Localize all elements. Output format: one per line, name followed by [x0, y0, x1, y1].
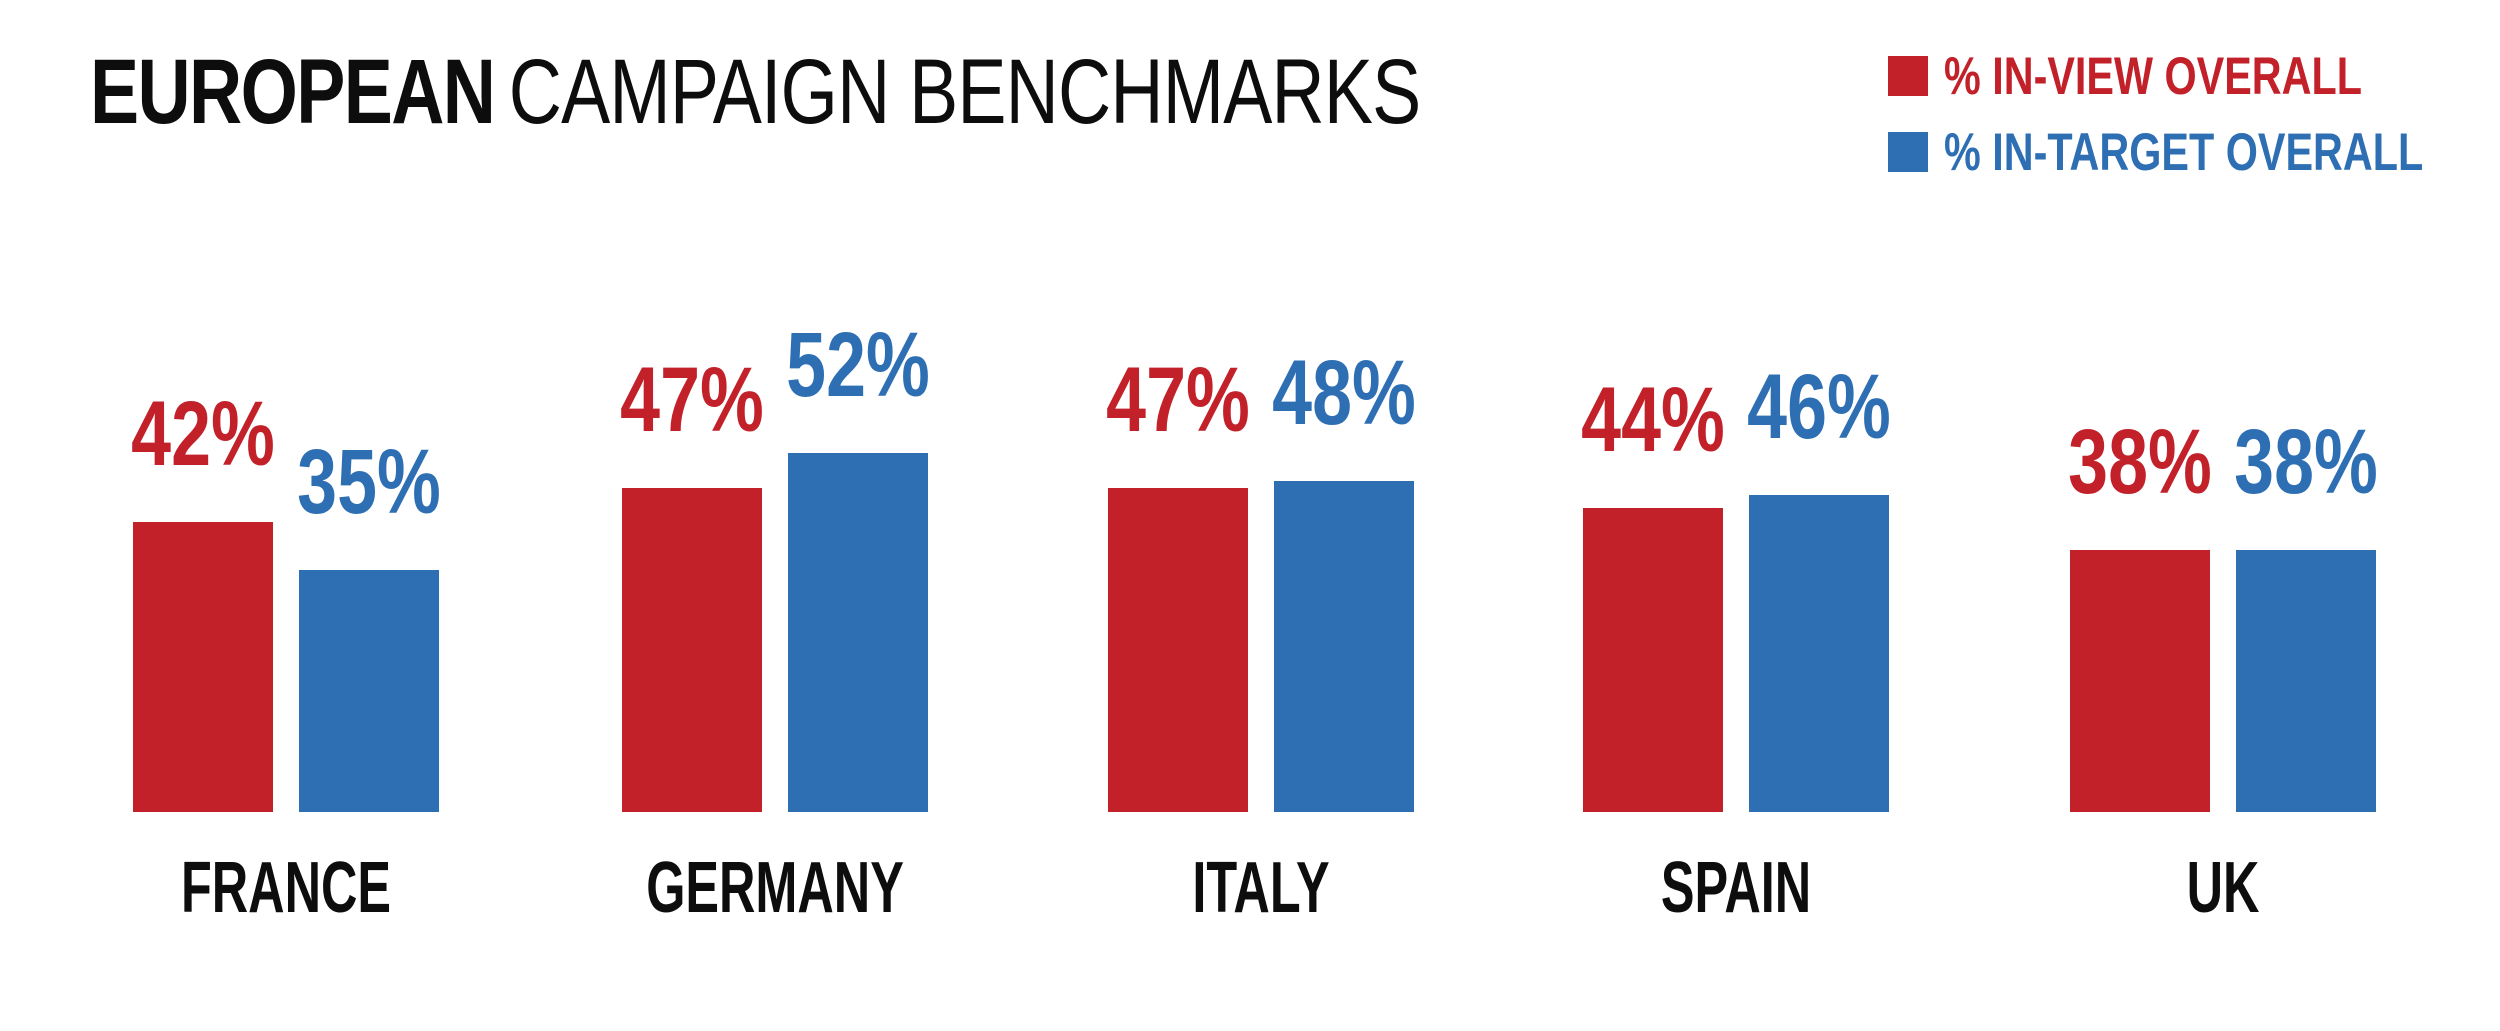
- bar-in-target-uk: [2236, 550, 2376, 812]
- value-label-in-view-spain: 44%: [1581, 369, 1725, 471]
- value-label-in-target-spain: 46%: [1747, 356, 1891, 458]
- category-label-france: FRANCE: [181, 848, 391, 928]
- bar-in-view-france: [133, 522, 273, 812]
- value-label-in-view-france: 42%: [131, 383, 275, 485]
- legend-swatch-in-view-icon: [1888, 56, 1928, 96]
- legend-swatch-in-target-icon: [1888, 132, 1928, 172]
- category-label-uk: UK: [2186, 848, 2260, 928]
- bar-in-view-spain: [1583, 508, 1723, 812]
- bar-group-germany: 47% 52% GERMANY: [620, 0, 930, 1031]
- legend-item-in-target: % IN-TARGET OVERALL: [1888, 126, 2500, 179]
- bar-group-italy: 47% 48% ITALY: [1106, 0, 1416, 1031]
- chart-title-bold: EUROPEAN: [90, 41, 496, 143]
- bar-in-target-germany: [788, 453, 928, 812]
- bar-group-spain: 44% 46% SPAIN: [1581, 0, 1891, 1031]
- chart-title-regular: CAMPAIGN BENCHMARKS: [508, 41, 1422, 143]
- value-label-in-target-france: 35%: [297, 431, 441, 533]
- value-label-in-view-italy: 47%: [1106, 349, 1250, 451]
- bar-in-target-spain: [1749, 495, 1889, 812]
- bar-in-target-italy: [1274, 481, 1414, 812]
- bar-in-view-uk: [2070, 550, 2210, 812]
- chart-legend: % IN-VIEW OVERALL % IN-TARGET OVERALL: [1888, 50, 2500, 179]
- bar-group-france: 42% 35% FRANCE: [131, 0, 441, 1031]
- bar-in-view-italy: [1108, 488, 1248, 812]
- category-label-spain: SPAIN: [1660, 848, 1812, 928]
- legend-item-in-view: % IN-VIEW OVERALL: [1888, 50, 2500, 103]
- category-label-italy: ITALY: [1192, 848, 1330, 928]
- value-label-in-target-italy: 48%: [1272, 342, 1416, 444]
- value-label-in-view-germany: 47%: [620, 349, 764, 451]
- value-label-in-view-uk: 38%: [2068, 411, 2212, 513]
- category-label-germany: GERMANY: [646, 848, 904, 928]
- value-label-in-target-germany: 52%: [786, 314, 930, 416]
- legend-label-in-view: % IN-VIEW OVERALL: [1944, 46, 2363, 106]
- bar-group-uk: 38% 38% UK: [2068, 0, 2378, 1031]
- bar-in-view-germany: [622, 488, 762, 812]
- legend-label-in-target: % IN-TARGET OVERALL: [1944, 122, 2424, 182]
- chart-title: EUROPEAN CAMPAIGN BENCHMARKS: [90, 46, 1753, 138]
- value-label-in-target-uk: 38%: [2234, 411, 2378, 513]
- bar-in-target-france: [299, 570, 439, 812]
